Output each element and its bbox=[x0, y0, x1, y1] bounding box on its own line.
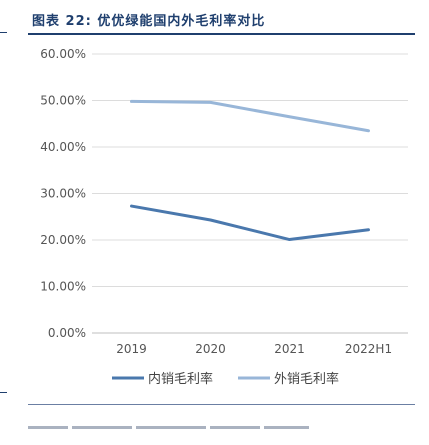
y-tick-label: 50.00% bbox=[40, 94, 86, 108]
series-line-0 bbox=[130, 204, 370, 242]
x-tick-label: 2022H1 bbox=[345, 342, 392, 356]
legend-label: 外销毛利率 bbox=[274, 371, 339, 387]
left-margin-mark bbox=[0, 32, 7, 33]
y-tick-label: 0.00% bbox=[48, 326, 86, 340]
series-lines bbox=[130, 99, 370, 242]
y-axis-labels: 0.00% 10.00% 20.00% 30.00% 40.00% 50.00% 60.00… bbox=[40, 47, 86, 340]
y-tick-label: 60.00% bbox=[40, 47, 86, 61]
source-note-obscured bbox=[28, 426, 338, 440]
x-tick-label: 2021 bbox=[274, 342, 305, 356]
figure-title: 图表 22: 优优绿能国内外毛利率对比 bbox=[32, 14, 266, 29]
line-chart: 0.00% 10.00% 20.00% 30.00% 40.00% 50.00% 60.00… bbox=[40, 47, 408, 387]
figure-header: 图表 22: 优优绿能国内外毛利率对比 bbox=[28, 9, 415, 35]
y-tick-label: 10.00% bbox=[40, 280, 86, 294]
legend-label: 内销毛利率 bbox=[148, 371, 213, 387]
grid-lines bbox=[92, 53, 408, 334]
x-tick-label: 2019 bbox=[116, 342, 147, 356]
y-tick-label: 20.00% bbox=[40, 233, 86, 247]
x-axis-labels: 2019 2020 2021 2022H1 bbox=[116, 342, 392, 356]
legend: 内销毛利率 外销毛利率 bbox=[112, 371, 339, 387]
series-line-1 bbox=[130, 99, 370, 133]
x-tick-label: 2020 bbox=[195, 342, 226, 356]
left-margin-mark bbox=[0, 392, 7, 393]
figure-footer-rule bbox=[28, 404, 415, 405]
y-tick-label: 40.00% bbox=[40, 140, 86, 154]
y-tick-label: 30.00% bbox=[40, 187, 86, 201]
